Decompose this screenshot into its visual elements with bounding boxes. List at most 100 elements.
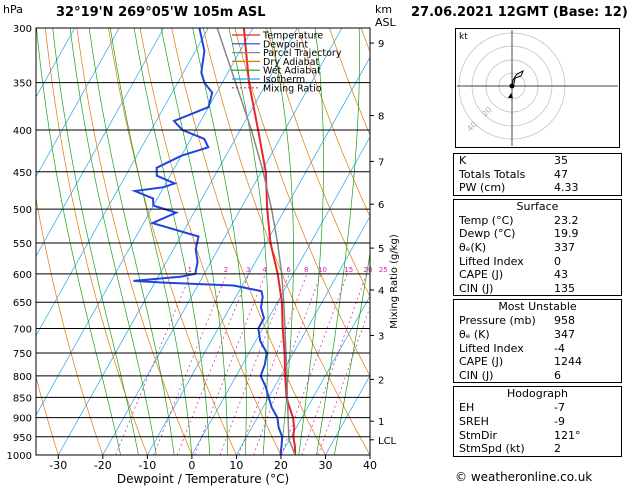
mixing-ratio-label: 6: [286, 266, 291, 274]
hodograph-storm-marker: [508, 93, 513, 98]
series-line-temperature: [242, 28, 297, 455]
wet-adiabat-line: [36, 28, 121, 455]
mixing-ratio-label: 4: [262, 266, 267, 274]
most-unstable-row: CAPE (J) 1244: [459, 355, 582, 369]
temp-tick-label: -10: [138, 459, 156, 472]
km-label: km: [375, 3, 393, 16]
skewt-chart: 1 2 3 4 6 8 10 15 20 2530035040045050055060065070…: [7, 24, 400, 486]
km-tick-label: LCL: [378, 436, 397, 447]
index-row: Totals Totals 47: [459, 167, 568, 181]
mixing-ratio-label: 8: [304, 266, 308, 274]
legend-label: Temperature: [262, 31, 323, 42]
hodograph-trace: [511, 69, 524, 87]
datetime-title: 27.06.2021 12GMT (Base: 12): [411, 5, 628, 20]
x-axis-label: Dewpoint / Temperature (°C): [117, 472, 289, 486]
most-unstable-box: Most Unstable Pressure (mb) 958 θₑ (K) 347…: [453, 299, 622, 384]
temp-tick-label: 20: [274, 459, 288, 472]
hodograph-table-title: Hodograph: [507, 387, 568, 401]
mixing-ratio-line: [281, 273, 348, 455]
temp-tick-label: 10: [229, 459, 243, 472]
dry-adiabat-line: [297, 28, 370, 218]
legend-label: Mixing Ratio: [263, 83, 322, 94]
most-unstable-row: θₑ (K) 347: [459, 327, 575, 341]
wet-adiabat-line: [52, 28, 139, 455]
pressure-tick-label: 500: [13, 205, 32, 216]
credit-text: © weatheronline.co.uk: [455, 470, 593, 484]
mixing-ratio-line: [194, 273, 266, 455]
km-tick-label: 2: [378, 375, 384, 386]
mixing-ratio-line: [317, 305, 370, 455]
isotherm-line: [325, 374, 370, 455]
surface-row: θₑ(K) 337: [459, 240, 575, 254]
km-tick-label: 9: [378, 39, 384, 50]
hodograph: kt 40 20: [455, 28, 620, 148]
indices-box: K 35 Totals Totals 47 PW (cm) 4.33: [453, 153, 622, 196]
km-tick-label: 8: [378, 112, 384, 123]
surface-row: CAPE (J) 43: [459, 268, 568, 282]
isotherm-line: [191, 136, 370, 455]
surface-row: Lifted Index 0: [459, 254, 561, 268]
mixing-ratio-line: [301, 273, 367, 455]
most-unstable-row: CIN (J) 6: [459, 368, 561, 382]
temp-tick-label: 30: [318, 459, 332, 472]
km-tick-label: 6: [378, 200, 384, 211]
pressure-tick-label: 1000: [7, 451, 32, 462]
hpa-label: hPa: [3, 3, 23, 16]
legend-label: Isotherm: [263, 75, 305, 86]
mixing-ratio-label: 25: [379, 266, 388, 274]
isotherm-line: [236, 215, 370, 455]
hodograph-row: StmSpd (kt) 2: [459, 442, 561, 456]
pressure-tick-label: 950: [13, 433, 32, 444]
isotherm-line: [280, 295, 370, 455]
km-tick-label: 3: [378, 332, 384, 343]
pressure-tick-label: 450: [13, 168, 32, 179]
pressure-tick-label: 400: [13, 126, 32, 137]
mixing-ratio-line: [176, 273, 250, 455]
km-tick-label: 1: [378, 417, 384, 428]
legend-label: Parcel Trajectory: [263, 48, 342, 59]
hodograph-table-box: Hodograph EH -7 SREH -9 StmDir 121° StmSpd …: [453, 386, 622, 457]
mixing-ratio-label: 3: [246, 266, 250, 274]
temp-tick-label: 0: [188, 459, 195, 472]
index-row: PW (cm) 4.33: [459, 181, 579, 195]
km-tick-label: 4: [378, 286, 384, 297]
asl-label: ASL: [375, 16, 396, 29]
mixing-ratio-line: [153, 273, 228, 455]
hodograph-center-dot: [509, 83, 515, 89]
pressure-tick-label: 550: [13, 239, 32, 250]
dry-adiabat-line: [36, 375, 59, 455]
pressure-tick-label: 750: [13, 349, 32, 360]
isotherm-line: [36, 28, 76, 98]
mixing-ratio-line: [253, 273, 322, 455]
pressure-tick-label: 800: [13, 372, 32, 383]
mixing-ratio-label: 20: [364, 266, 373, 274]
pressure-tick-label: 350: [13, 79, 32, 90]
pressure-tick-label: 650: [13, 298, 32, 309]
mixing-ratio-label: 10: [318, 266, 327, 274]
dry-adiabat-line: [266, 28, 370, 298]
km-tick-label: 5: [378, 244, 384, 255]
plot-frame: [35, 27, 371, 456]
surface-row: CIN (J) 135: [459, 281, 575, 295]
surface-row: Dewp (°C) 19.9: [459, 227, 579, 241]
surface-title: Surface: [516, 199, 559, 213]
pressure-tick-label: 700: [13, 325, 32, 336]
pressure-tick-label: 850: [13, 393, 32, 404]
dry-adiabat-line: [329, 28, 370, 136]
index-row: K 35: [459, 154, 568, 167]
plot-area: [36, 28, 370, 455]
temp-tick-label: 40: [363, 459, 377, 472]
temp-tick-label: -30: [49, 459, 67, 472]
wet-adiabat-line: [88, 28, 175, 455]
mixing-ratio-axis-label: Mixing Ratio (g/kg): [389, 234, 400, 329]
location-title: 32°19'N 269°05'W 105m ASL: [56, 5, 266, 20]
legend-label: Dewpoint: [263, 39, 308, 50]
isotherm-line: [36, 28, 254, 416]
legend-label: Dry Adiabat: [263, 57, 320, 68]
indices-panel: K 35 Totals Totals 47 PW (cm) 4.33 Surface …: [453, 153, 622, 460]
isotherm-line: [57, 28, 298, 455]
most-unstable-row: Lifted Index -4: [459, 341, 565, 355]
mixing-ratio-label: 15: [344, 266, 353, 274]
mixing-ratio-line: [219, 273, 290, 455]
pressure-tick-label: 300: [13, 24, 32, 35]
